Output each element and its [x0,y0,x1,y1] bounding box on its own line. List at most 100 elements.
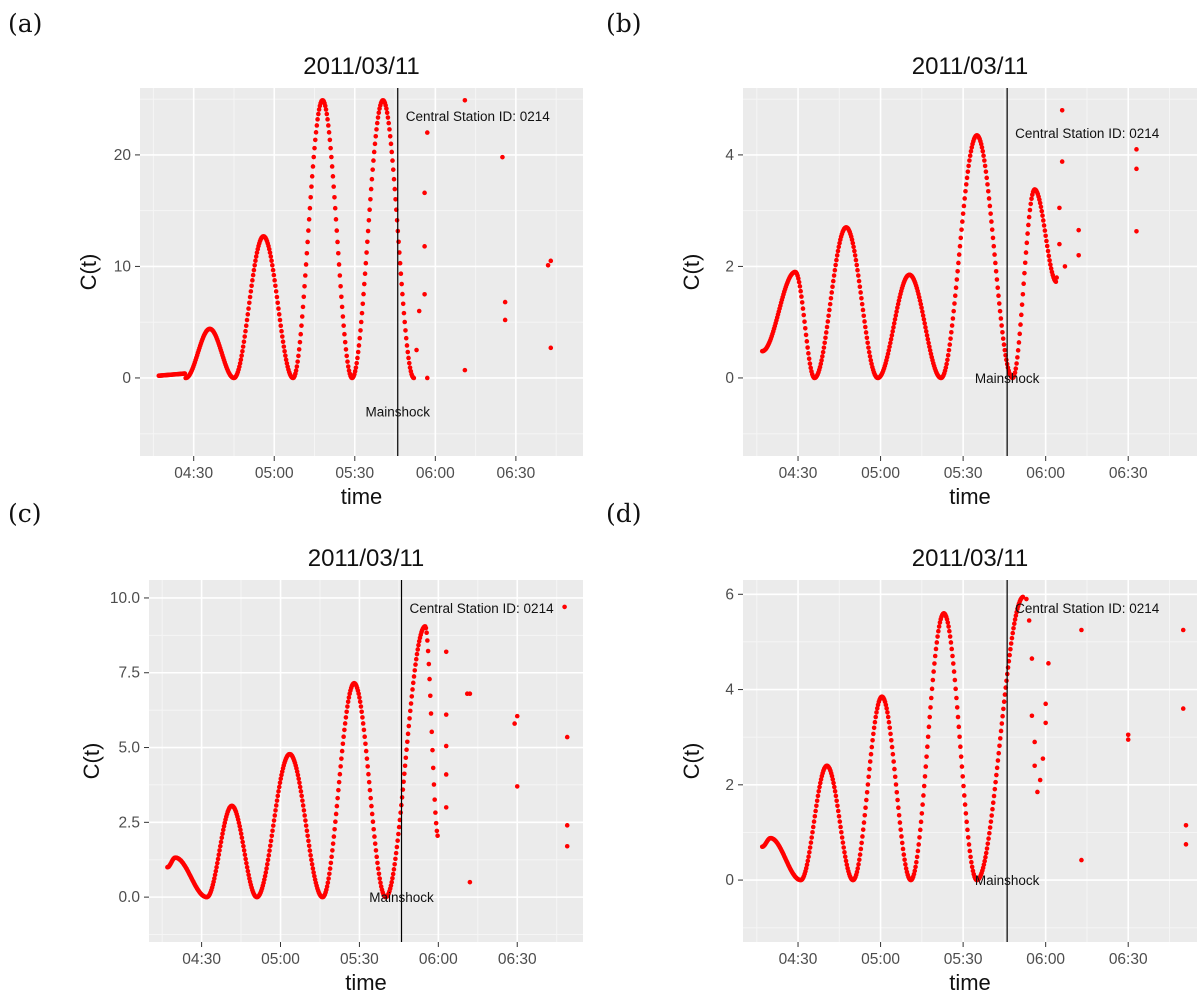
data-point [314,123,320,128]
data-point [300,304,306,310]
data-point [296,776,301,782]
data-point [416,642,421,648]
data-point [343,715,349,720]
data-point [895,301,901,307]
data-point [364,756,370,761]
data-point [462,97,468,103]
data-point [1012,617,1018,622]
data-point [1024,596,1029,602]
data-point [268,254,274,259]
data-point [548,345,554,351]
data-point [425,638,430,643]
data-point [424,375,430,381]
data-point [957,243,963,249]
data-point [283,353,288,358]
data-point [424,630,429,636]
data-point [238,357,244,362]
data-point [330,841,336,846]
data-point [831,780,836,786]
data-point [965,827,970,833]
y-tick-label: 4 [725,682,734,699]
data-point [1023,250,1029,255]
data-point [239,835,245,841]
data-point [888,340,893,346]
y-axis-label: C(t) [76,254,101,291]
data-point [1019,312,1024,318]
data-point [1026,222,1031,228]
data-point [357,699,363,705]
data-point [1015,348,1021,353]
data-point [1046,253,1052,259]
data-point [361,727,367,733]
data-point [404,747,409,753]
data-point [402,319,408,325]
data-point [333,819,338,824]
data-point [434,828,440,834]
data-point [994,277,1000,282]
data-point [956,252,962,257]
data-point [860,834,865,839]
data-point [265,861,270,867]
data-point [921,783,927,789]
data-point [333,811,339,817]
x-tick-label: 06:30 [498,951,537,968]
data-point [244,317,250,323]
data-point [1039,208,1045,214]
data-point [336,262,342,267]
data-point [240,348,245,354]
data-point [246,872,251,878]
data-point [1013,613,1019,618]
data-point [1028,201,1034,207]
data-point [965,835,971,840]
data-point [853,257,859,263]
data-point [273,803,279,808]
data-point [309,184,314,189]
data-point [885,714,891,720]
data-point [264,866,269,871]
data-point [958,235,964,241]
data-point [424,130,430,135]
data-point [212,876,217,881]
data-point [899,834,904,839]
data-point [995,758,1001,763]
data-point [372,141,378,147]
data-point [271,272,277,278]
data-point [990,235,996,241]
data-point [310,866,316,871]
data-point [873,714,878,720]
data-point [245,312,251,317]
y-tick-label: 7.5 [118,665,140,682]
data-point [353,365,359,370]
data-point [836,244,842,250]
data-point [396,239,401,245]
data-point [372,841,378,846]
data-point [1183,842,1189,847]
data-point [806,356,812,362]
data-point [920,313,926,318]
data-point [365,764,370,769]
data-point [238,831,244,837]
data-point [312,873,317,879]
data-point [862,319,867,324]
data-point [996,301,1002,306]
data-point [927,714,933,720]
data-point [376,110,382,116]
data-point [944,361,949,367]
panel-tag: (d) [606,499,642,528]
x-tick-label: 05:00 [861,951,900,968]
data-point [920,802,925,807]
data-point [924,754,929,759]
data-point [966,163,971,169]
data-point [814,798,820,804]
y-tick-label: 5.0 [118,740,140,757]
data-point [929,686,935,692]
data-point [375,115,381,120]
data-point [867,766,872,772]
data-point [1040,213,1045,218]
data-point [1125,732,1131,738]
data-point [270,828,275,834]
data-point [990,806,995,812]
data-point [1037,200,1043,206]
data-point [430,747,435,753]
data-point [999,721,1005,726]
